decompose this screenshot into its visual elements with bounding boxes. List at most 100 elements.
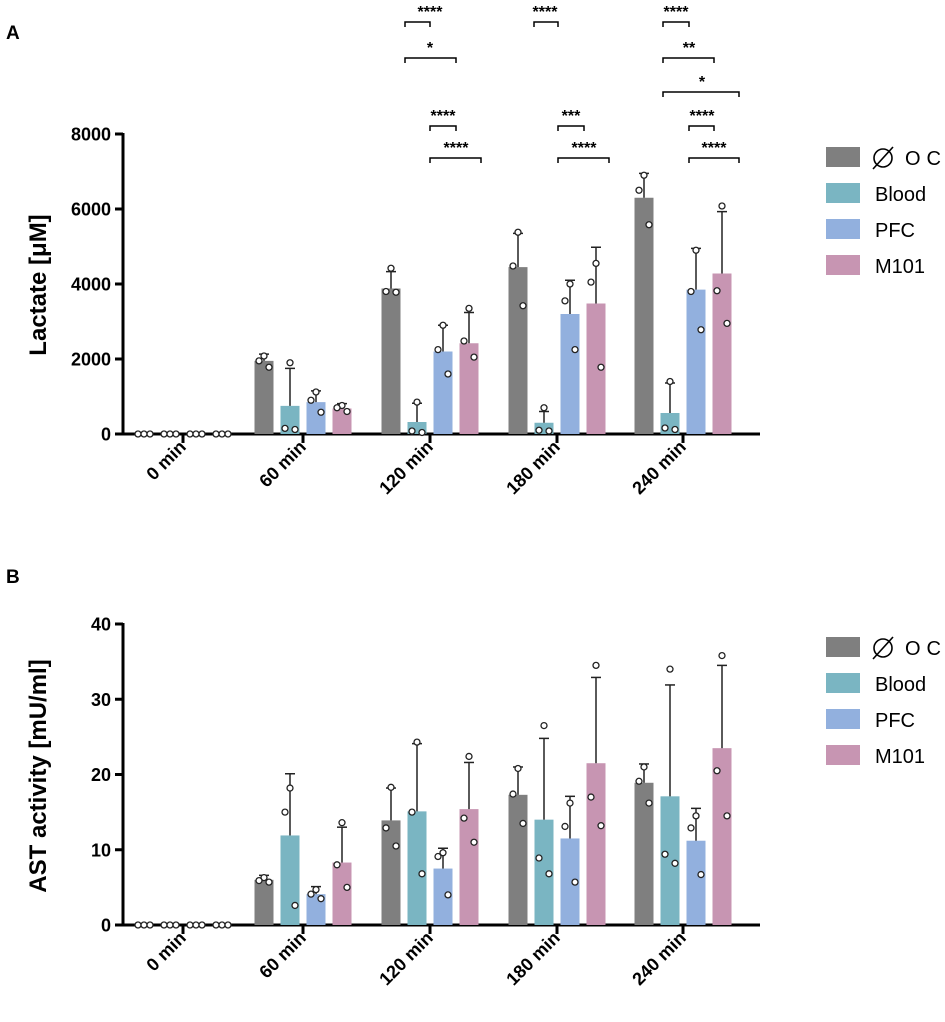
data-point — [635, 186, 643, 194]
data-point — [561, 297, 569, 305]
legend-label: OC — [905, 148, 941, 170]
significance-bracket — [662, 21, 690, 27]
data-point — [140, 921, 148, 929]
data-point — [571, 345, 579, 354]
data-point — [192, 430, 200, 438]
x-tick-label: 60 min — [255, 437, 309, 491]
data-point — [338, 819, 346, 827]
data-point — [265, 878, 273, 886]
significance-label: ** — [683, 40, 696, 57]
x-tick-label: 0 min — [142, 928, 189, 975]
data-point — [460, 814, 468, 822]
data-point — [645, 221, 653, 229]
data-point — [382, 287, 390, 296]
data-point — [687, 287, 695, 296]
data-point — [635, 777, 643, 785]
data-point — [333, 861, 341, 869]
data-point — [291, 901, 299, 910]
significance-label: **** — [533, 4, 559, 21]
data-point — [218, 430, 226, 438]
significance-label: **** — [702, 140, 728, 157]
data-point — [408, 427, 416, 435]
data-point — [134, 430, 142, 438]
legend-swatch — [826, 673, 860, 693]
data-point — [509, 262, 517, 270]
significance-label: **** — [431, 108, 457, 125]
significance-bracket — [429, 125, 457, 131]
y-tick-label: 40 — [91, 615, 111, 635]
significance-bracket — [557, 125, 585, 131]
data-point — [172, 430, 180, 438]
significance-bracket — [688, 157, 740, 163]
significance-label: **** — [444, 140, 470, 157]
data-point — [224, 430, 232, 438]
data-point — [444, 370, 452, 378]
data-point — [645, 799, 653, 807]
data-point — [343, 407, 351, 416]
data-point — [723, 812, 731, 820]
data-point — [408, 808, 416, 816]
bar — [560, 838, 580, 925]
data-point — [514, 228, 522, 236]
data-point — [465, 752, 473, 761]
data-point — [317, 408, 325, 416]
bar — [306, 402, 326, 434]
data-point — [418, 428, 426, 437]
data-point — [661, 850, 669, 858]
panel-a-label: A — [6, 23, 20, 44]
y-tick-label: 0 — [101, 425, 111, 445]
y-tick-label: 30 — [91, 690, 111, 710]
bar — [332, 862, 352, 925]
bar — [660, 796, 680, 925]
data-point — [587, 793, 595, 801]
significance-bracket — [557, 157, 610, 163]
data-point — [434, 345, 442, 354]
data-point — [317, 895, 325, 903]
significance-bracket — [662, 57, 715, 63]
bar — [407, 811, 427, 925]
x-tick-label: 180 min — [502, 437, 564, 499]
data-point — [140, 430, 148, 438]
data-point — [218, 921, 226, 929]
data-point — [434, 852, 442, 861]
y-tick-label: 0 — [101, 916, 111, 936]
data-point — [718, 651, 726, 660]
legend-swatch — [826, 147, 860, 167]
legend-label: OC — [905, 638, 941, 660]
y-tick-label: 2000 — [71, 350, 111, 370]
y-tick-label: 4000 — [71, 275, 111, 295]
data-point — [291, 425, 299, 434]
bar — [459, 343, 479, 434]
bar — [381, 288, 401, 434]
data-point — [281, 424, 289, 433]
data-point — [307, 396, 315, 404]
bar — [534, 819, 554, 925]
significance-bracket — [688, 125, 715, 131]
data-point — [713, 287, 721, 295]
data-point — [535, 426, 543, 434]
data-point — [509, 790, 517, 798]
data-point — [382, 824, 390, 832]
data-point — [666, 665, 674, 673]
x-tick-label: 180 min — [502, 928, 564, 990]
y-axis-label: AST activity [mU/ml] — [25, 659, 52, 892]
legend-swatch — [826, 637, 860, 657]
bar — [634, 197, 654, 434]
x-tick-label: 120 min — [375, 437, 437, 499]
x-tick-label: 240 min — [628, 437, 690, 499]
legend-swatch — [826, 219, 860, 239]
bar — [254, 879, 274, 925]
data-point — [718, 202, 726, 210]
significance-bracket — [404, 57, 457, 63]
data-point — [186, 921, 194, 929]
bar — [712, 273, 732, 434]
significance-label: **** — [664, 4, 690, 21]
data-point — [661, 424, 669, 432]
legend-swatch — [826, 183, 860, 203]
data-point — [387, 783, 395, 791]
y-tick-label: 10 — [91, 840, 111, 860]
data-point — [160, 921, 168, 929]
data-point — [566, 799, 574, 807]
data-point — [281, 808, 289, 816]
data-point — [146, 921, 154, 929]
